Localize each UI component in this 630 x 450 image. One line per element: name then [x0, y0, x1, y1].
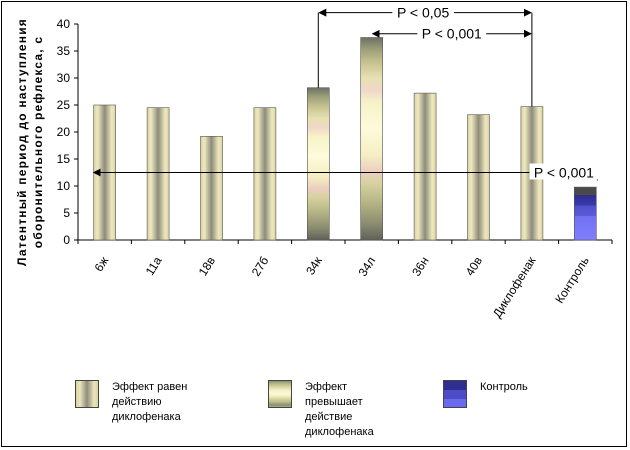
legend-label-exceed: Эффект превышает действие диклофенака [305, 381, 374, 438]
y-tick-label: 40 [57, 17, 71, 31]
significance-label: P < 0,001 [422, 26, 482, 42]
legend-swatch-control [443, 380, 467, 408]
x-tick-label: 36н [409, 254, 431, 278]
y-axis-title: Латентный период до наступления обороните… [15, 18, 45, 266]
bar-7 [413, 92, 437, 241]
x-tick-label: 40в [463, 254, 485, 278]
x-tick-label: 34л [356, 254, 379, 279]
x-tick-label: 27б [249, 254, 272, 279]
bar-8 [467, 114, 490, 241]
x-tick-label: Контроль [552, 254, 591, 306]
y-tick-label: 5 [63, 206, 70, 220]
x-tick-label: 6ж [92, 254, 112, 274]
bar-5 [306, 87, 330, 241]
legend-label-equal: Эффект равен действию диклофенака [112, 381, 188, 423]
y-tick-label: 25 [57, 98, 71, 112]
bar-4 [253, 107, 277, 241]
y-tick-label: 35 [57, 44, 71, 58]
y-tick-label: 30 [57, 71, 71, 85]
legend-swatch-equal [75, 380, 99, 408]
bar-2 [146, 107, 170, 241]
bar-6 [360, 37, 384, 241]
bar-10 [573, 186, 597, 241]
significance-label: P < 0,001 [534, 165, 594, 181]
annotation-label-bg [417, 24, 487, 41]
y-tick-label: 20 [57, 125, 71, 139]
legend-label-control: Контроль [480, 381, 528, 393]
x-tick-label: 34к [303, 254, 325, 278]
x-tick-label: 11а [143, 254, 165, 278]
legend-swatch-exceed [268, 380, 292, 408]
y-tick-label: 15 [57, 152, 71, 166]
annotation-label-bg [392, 3, 454, 20]
x-tick-label: Диклофенак [490, 254, 539, 321]
x-tick-label: 18в [196, 254, 218, 278]
y-tick-label: 0 [63, 233, 70, 247]
y-axis-title-line-2: оборонительного рефлекса, с [31, 36, 45, 248]
significance-label: P < 0,05 [397, 5, 450, 21]
bar-3 [200, 136, 223, 241]
annotation-label-bg [529, 163, 599, 180]
y-tick-label: 10 [57, 179, 71, 193]
y-axis-title-line-1: Латентный период до наступления [15, 18, 29, 266]
